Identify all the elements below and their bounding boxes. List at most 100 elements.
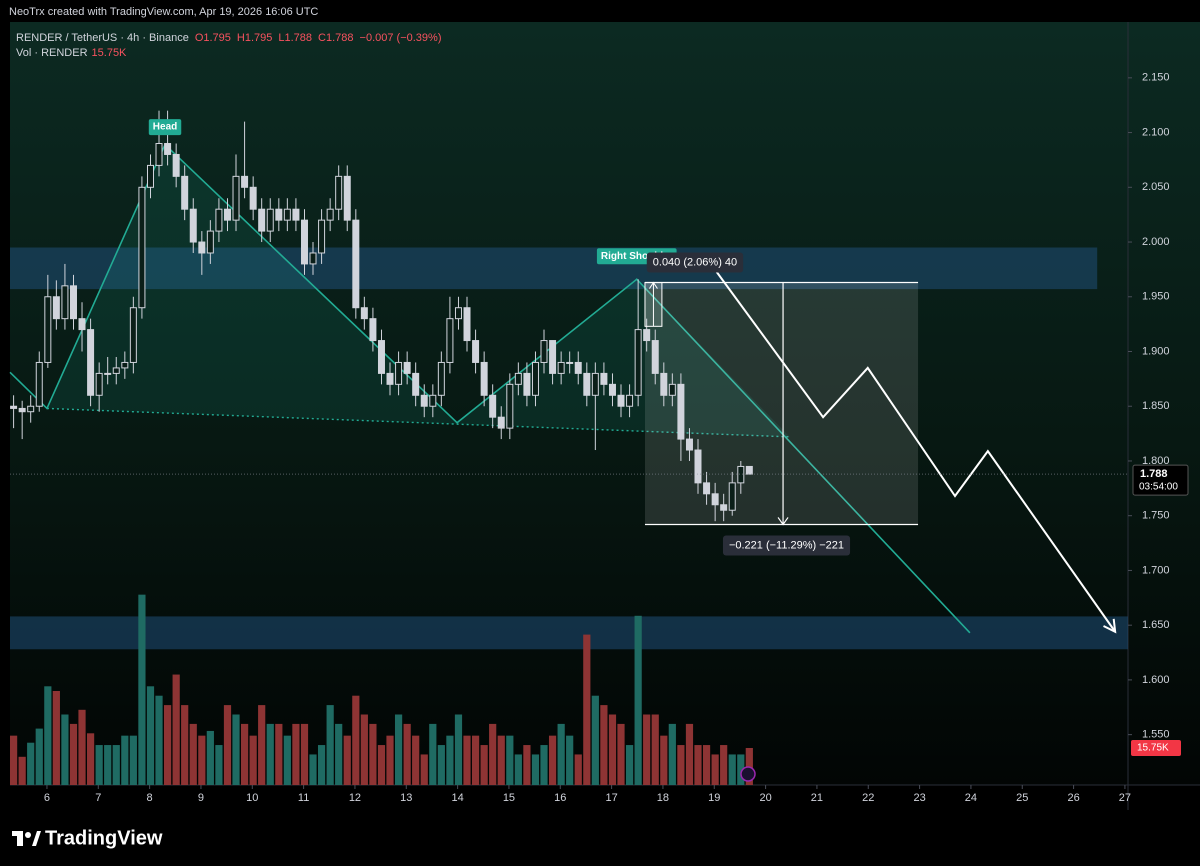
- volume-bar: [18, 756, 26, 785]
- volume-bar: [600, 705, 608, 785]
- volume-bar: [69, 723, 78, 785]
- volume-bar: [566, 735, 574, 785]
- y-tick-label: 1.800: [1142, 455, 1170, 467]
- plot-background: [10, 22, 1200, 785]
- volume-bar: [360, 714, 368, 785]
- candle-body: [87, 329, 95, 396]
- candle-body: [446, 318, 454, 363]
- x-tick-label: 18: [657, 792, 669, 804]
- candle-body: [668, 383, 676, 396]
- volume-bar: [608, 714, 617, 785]
- y-tick-label: 2.100: [1142, 126, 1170, 138]
- measure-label: −0.221 (−11.29%) −221: [729, 539, 844, 551]
- volume-bar: [9, 735, 18, 785]
- measure-arrow: [777, 282, 789, 526]
- volume-bar: [591, 695, 599, 785]
- candle-body: [343, 175, 351, 221]
- candle-body: [591, 372, 599, 396]
- candle-body: [52, 296, 60, 320]
- volume-bar: [129, 735, 137, 785]
- candle-body: [660, 372, 668, 396]
- candle-body: [634, 329, 642, 396]
- candle-body: [283, 208, 291, 221]
- volume-bar: [634, 615, 642, 785]
- x-tick-label: 22: [862, 792, 874, 804]
- volume-bar: [223, 705, 232, 785]
- volume-bar: [78, 709, 86, 785]
- y-tick-label: 2.000: [1142, 236, 1170, 248]
- volume-bar: [506, 735, 514, 785]
- ohlc-value: C1.788: [318, 32, 353, 44]
- volume-bar: [463, 735, 471, 785]
- candle-body: [566, 361, 574, 364]
- x-tick-label: 16: [554, 792, 566, 804]
- volume-bar: [52, 691, 60, 785]
- volume-bar: [514, 754, 522, 785]
- volume-bar: [292, 723, 300, 785]
- volume-bar: [95, 745, 103, 785]
- candle-body: [121, 361, 129, 369]
- volume-bar: [86, 733, 95, 785]
- volume-bar: [446, 735, 454, 785]
- volume-legend: Vol · RENDER: [16, 47, 88, 59]
- measure-label-box: [646, 252, 744, 273]
- candle-body: [181, 175, 189, 210]
- candle-body: [454, 307, 462, 320]
- ohlc-value: L1.788: [278, 32, 312, 44]
- candle-body: [104, 372, 112, 375]
- candle-body: [326, 208, 334, 221]
- x-tick-label: 6: [44, 792, 50, 804]
- measure-box: [644, 282, 919, 525]
- logo-icon: [17, 831, 23, 846]
- x-tick-label: 21: [811, 792, 823, 804]
- volume-bar: [181, 705, 189, 785]
- candle-body: [600, 372, 608, 385]
- candle-body: [514, 372, 522, 385]
- candle-body: [549, 340, 557, 374]
- candle-body: [557, 361, 565, 374]
- pattern-label-box: [148, 119, 182, 136]
- candle-body: [146, 164, 154, 188]
- volume-bar: [61, 714, 69, 785]
- x-tick-label: 15: [503, 792, 515, 804]
- volume-bar: [523, 745, 531, 785]
- candle-body: [10, 405, 18, 409]
- volume-bar: [369, 723, 377, 785]
- projection-line: [713, 268, 1116, 633]
- x-tick-label: 8: [147, 792, 153, 804]
- volume-badge: [1131, 739, 1181, 756]
- volume-value: 15.75K: [92, 47, 128, 59]
- candle-body: [472, 340, 480, 363]
- candle-body: [335, 175, 343, 210]
- candle-body: [138, 186, 146, 309]
- volume-bar: [249, 735, 257, 785]
- candle-body: [112, 367, 120, 374]
- volume-bar: [429, 723, 437, 785]
- candle-body: [395, 361, 403, 385]
- volume-bar: [343, 735, 351, 785]
- candle-body: [129, 307, 137, 363]
- volume-bar: [112, 745, 120, 785]
- candle-body: [198, 241, 206, 254]
- candle-body: [266, 208, 274, 232]
- volume-bar: [44, 686, 52, 785]
- candle-body: [249, 186, 257, 210]
- volume-bar: [651, 714, 659, 785]
- x-tick-label: 19: [708, 792, 720, 804]
- candle-body: [309, 252, 317, 265]
- candle-body: [61, 285, 69, 320]
- y-tick-label: 1.850: [1142, 400, 1170, 412]
- logo-text: TradingView: [45, 827, 163, 849]
- volume-bar: [454, 714, 463, 785]
- x-tick-label: 14: [451, 792, 463, 804]
- volume-bar: [138, 594, 146, 785]
- candle-body: [497, 416, 505, 429]
- volume-bar: [583, 634, 591, 785]
- x-tick-label: 17: [605, 792, 617, 804]
- logo: TradingView: [12, 827, 163, 849]
- neckline: [46, 407, 790, 438]
- candle-body: [506, 383, 514, 429]
- x-tick-label: 12: [349, 792, 361, 804]
